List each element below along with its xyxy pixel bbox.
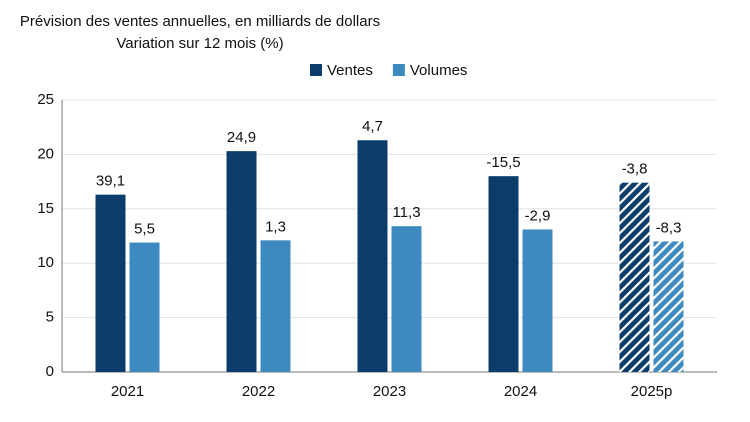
legend-label: Volumes: [410, 62, 468, 79]
x-tick-label: 2023: [373, 383, 406, 400]
legend-label: Ventes: [327, 62, 373, 79]
bar: [391, 226, 422, 372]
x-tick-label: 2022: [242, 383, 275, 400]
legend-swatch: [310, 64, 322, 76]
data-label: -3,8: [622, 161, 648, 178]
data-label: -15,5: [486, 154, 520, 171]
data-label: -2,9: [525, 207, 551, 224]
data-label: 39,1: [96, 173, 125, 190]
chart-title: Prévision des ventes annuelles, en milli…: [20, 13, 380, 30]
bar: [619, 182, 650, 372]
legend-swatch: [392, 64, 405, 76]
data-label: -8,3: [656, 219, 682, 236]
y-tick-label: 10: [37, 254, 54, 271]
data-label: 24,9: [227, 129, 256, 146]
bar: [653, 241, 684, 372]
data-label: 11,3: [392, 204, 420, 221]
bar: [129, 242, 160, 372]
y-tick-label: 5: [46, 309, 54, 326]
x-tick-label: 2024: [504, 383, 537, 400]
y-tick-label: 20: [37, 145, 54, 162]
y-tick-label: 25: [37, 91, 54, 108]
bar: [226, 151, 257, 372]
data-label: 1,3: [265, 218, 286, 235]
bar: [522, 229, 553, 372]
bar: [488, 176, 519, 372]
y-tick-label: 0: [46, 363, 54, 380]
bar: [357, 140, 388, 372]
x-tick-label: 2021: [111, 383, 144, 400]
bar: [260, 240, 291, 372]
y-tick-label: 15: [37, 200, 54, 217]
x-tick-label: 2025p: [631, 383, 673, 400]
bar: [95, 194, 126, 372]
data-label: 4,7: [362, 118, 383, 135]
data-label: 5,5: [134, 220, 155, 237]
chart-subtitle: Variation sur 12 mois (%): [116, 35, 283, 52]
